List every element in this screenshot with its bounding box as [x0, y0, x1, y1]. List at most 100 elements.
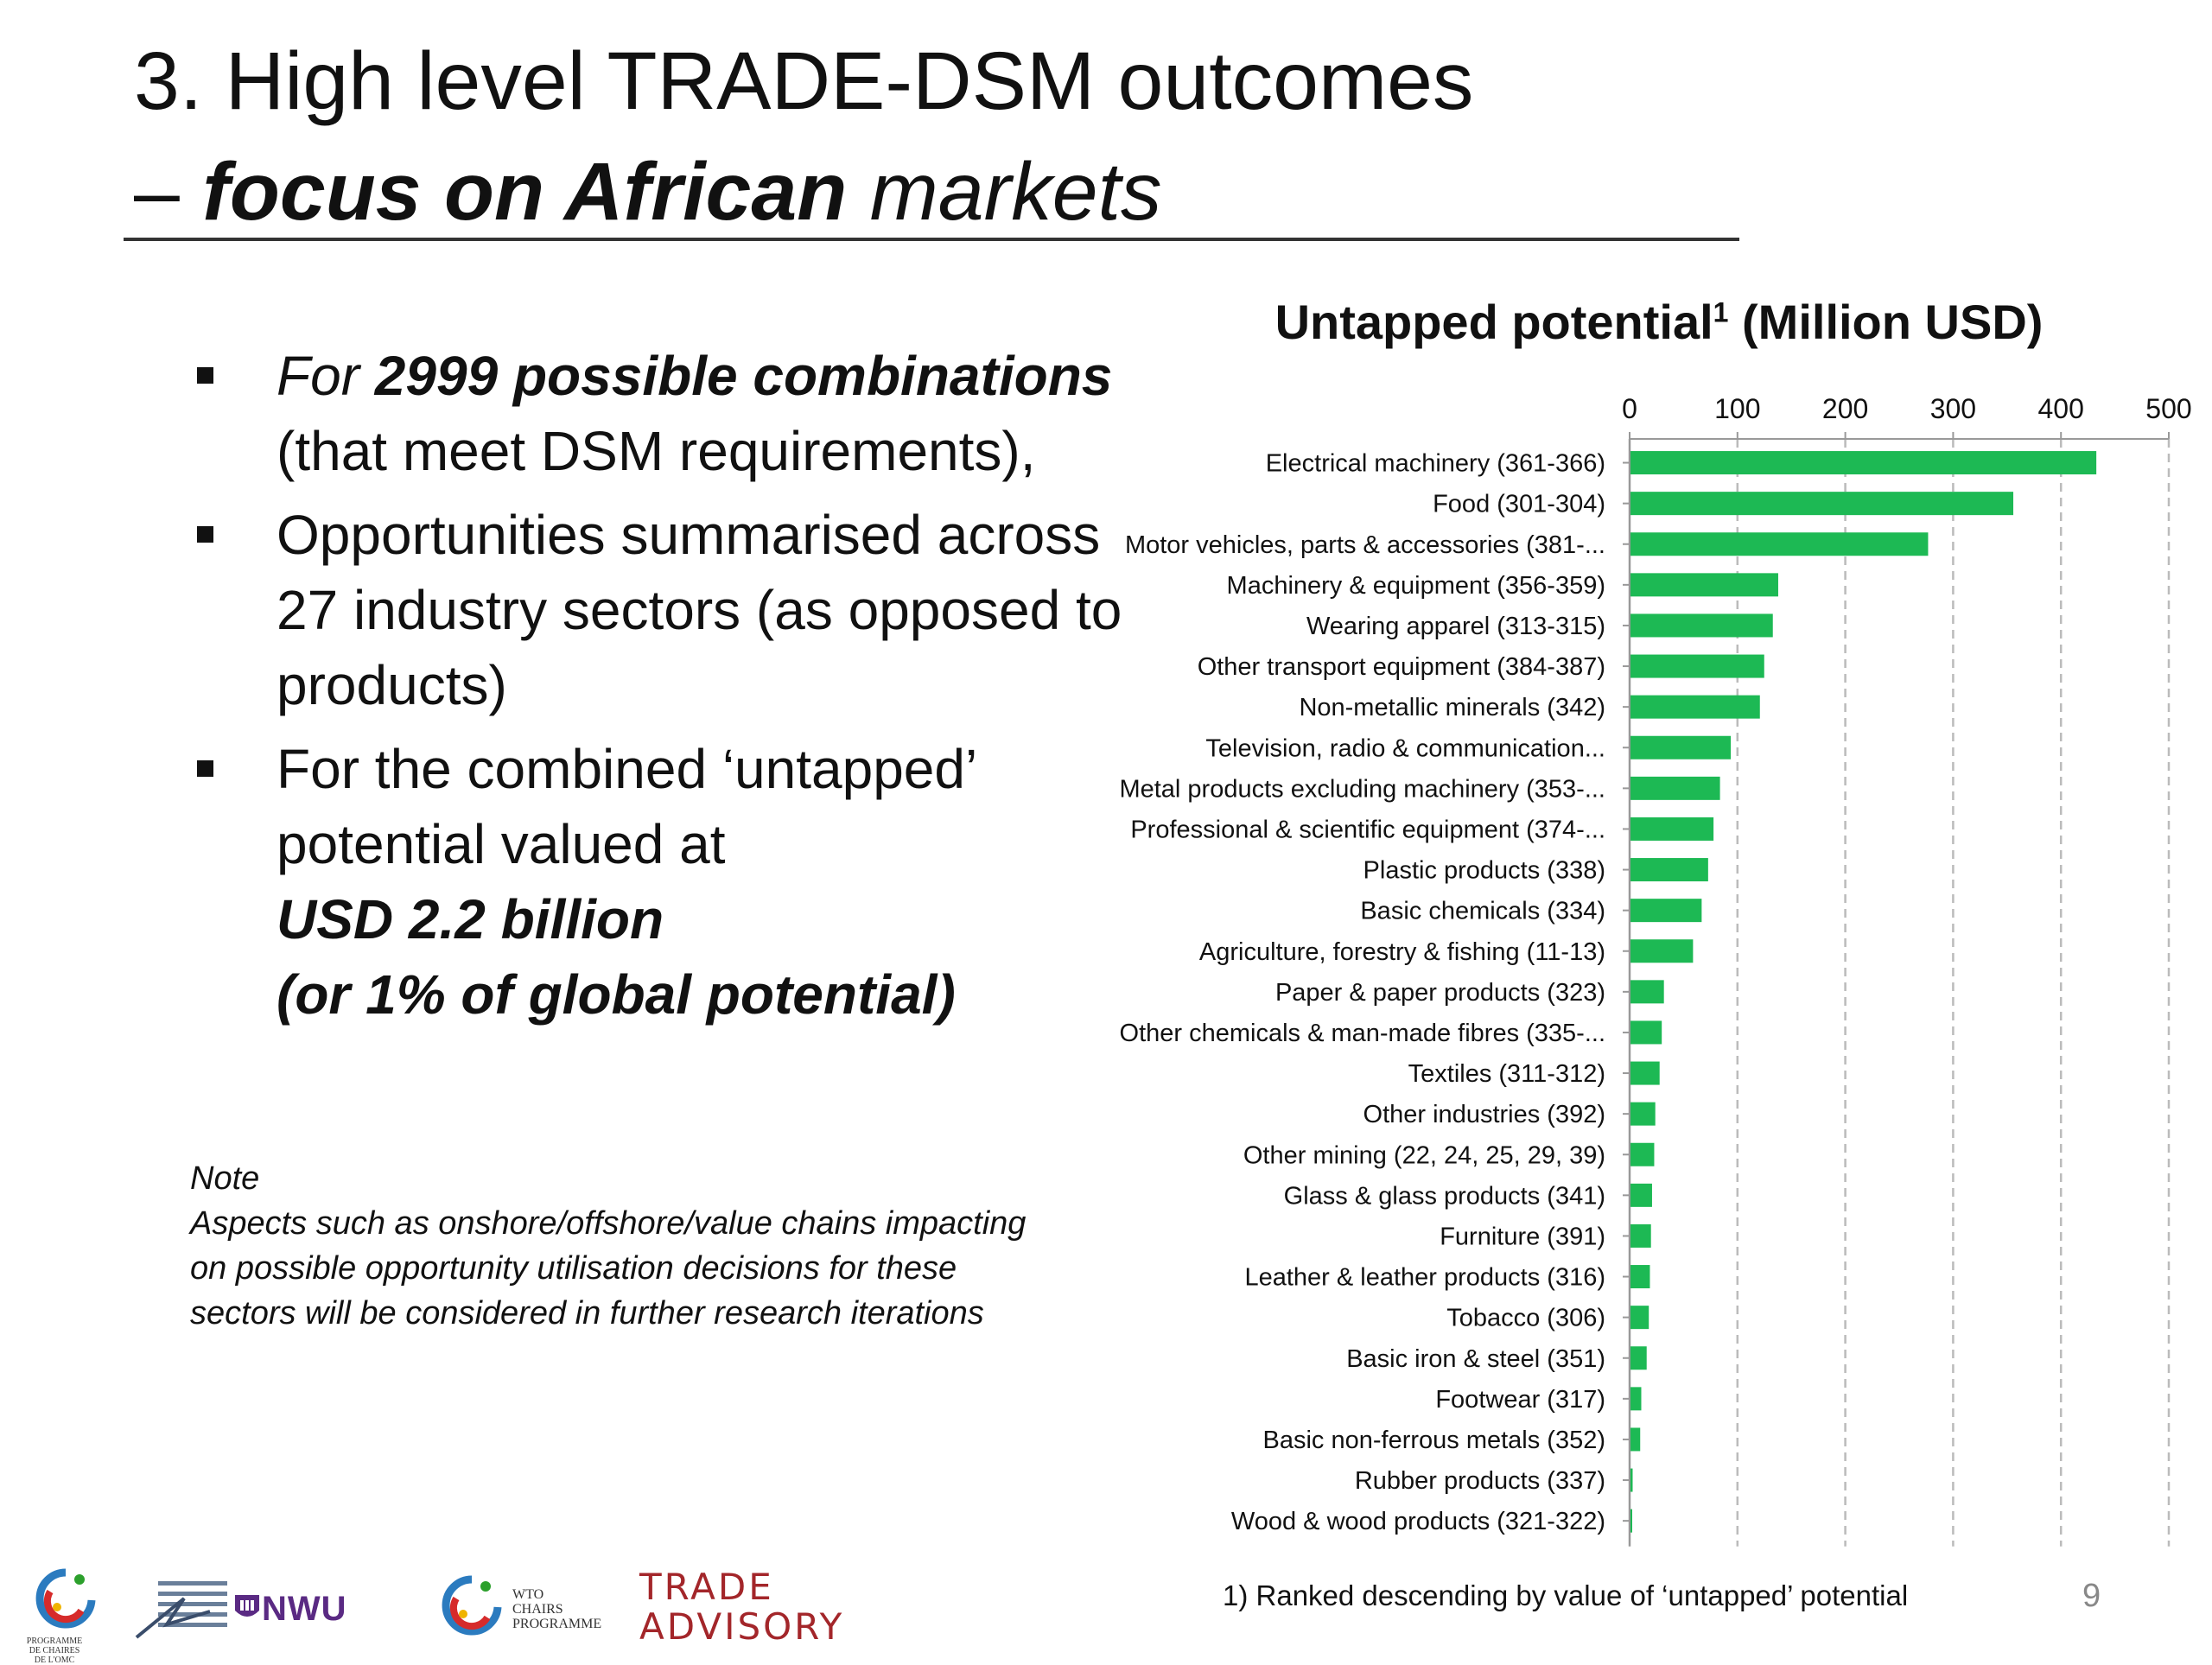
bullet-3-text: For the combined ‘untapped’ potential va…	[276, 738, 976, 875]
pcc-text-line: DE L'OMC	[34, 1655, 75, 1665]
bar	[1630, 735, 1732, 759]
category-label: Food (301-304)	[1433, 491, 1605, 518]
pcc-text-line: PROGRAMME	[26, 1636, 83, 1646]
bar	[1630, 1306, 1649, 1330]
bullet-1-emphasis: 2999 possible combinations	[374, 345, 1113, 407]
category-label: Other industries (392)	[1363, 1101, 1605, 1128]
bar	[1630, 899, 1702, 923]
bullet-2-text: Opportunities summarised across 27 indus…	[276, 504, 1122, 716]
bar	[1630, 654, 1764, 678]
trade-advisory-logo: TRADE ADVISORY	[639, 1567, 844, 1647]
x-tick-label: 100	[1714, 393, 1760, 424]
bar	[1630, 1183, 1652, 1207]
wto-text-line: WTO	[512, 1587, 544, 1602]
x-tick-label: 0	[1622, 393, 1637, 424]
trade-logo-word: TRADE	[639, 1566, 774, 1608]
category-label: Furniture (391)	[1440, 1223, 1605, 1250]
category-label: Tobacco (306)	[1446, 1305, 1605, 1332]
title-line-1: 3. High level TRADE-DSM outcomes	[134, 35, 1474, 127]
category-label: Textiles (311-312)	[1408, 1060, 1605, 1088]
x-tick-label: 200	[1822, 393, 1868, 424]
bar	[1630, 492, 2014, 516]
bar	[1630, 1265, 1650, 1289]
category-label: Non-metallic minerals (342)	[1299, 694, 1605, 721]
title-emphasis: focus on African	[202, 146, 848, 238]
bar	[1630, 1223, 1651, 1248]
bar	[1630, 1387, 1642, 1411]
category-label: Basic iron & steel (351)	[1346, 1345, 1605, 1373]
category-label: Footwear (317)	[1435, 1386, 1605, 1414]
bar	[1630, 1346, 1647, 1370]
note-text: Aspects such as onshore/offshore/value c…	[190, 1205, 1027, 1331]
bar	[1630, 1020, 1662, 1045]
bar	[1630, 858, 1708, 882]
category-label: Rubber products (337)	[1355, 1467, 1605, 1495]
category-label: Wood & wood products (321-322)	[1231, 1508, 1605, 1535]
title-dash: –	[134, 146, 203, 238]
page-number: 9	[2082, 1578, 2101, 1614]
wto-chairs-logo-icon	[442, 1575, 502, 1636]
bar	[1630, 695, 1760, 719]
university-logo-icon	[135, 1581, 227, 1639]
category-label: Other chemicals & man-made fibres (335-.…	[1120, 1020, 1605, 1047]
category-label: Glass & glass products (341)	[1284, 1182, 1605, 1210]
category-label: Basic chemicals (334)	[1360, 898, 1605, 925]
bullet-marker	[197, 367, 213, 384]
category-label: Paper & paper products (323)	[1275, 979, 1605, 1007]
category-label: Plastic products (338)	[1363, 857, 1605, 885]
category-label: Machinery & equipment (356-359)	[1227, 572, 1605, 600]
bullet-list: For 2999 possible combinations (that mee…	[190, 339, 1123, 1041]
slide-title: 3. High level TRADE-DSM outcomes – focus…	[134, 26, 1776, 247]
bullet-3-share: (or 1% of global potential)	[276, 963, 956, 1026]
title-rest: markets	[847, 146, 1162, 238]
bullet-1-rest: (that meet DSM requirements),	[276, 420, 1036, 482]
x-tick-label: 300	[1930, 393, 1976, 424]
note-heading: Note	[190, 1160, 260, 1197]
bullet-marker	[197, 760, 213, 777]
category-label: Professional & scientific equipment (374…	[1130, 816, 1605, 843]
category-label: Other mining (22, 24, 25, 29, 39)	[1243, 1141, 1605, 1169]
bar	[1630, 451, 2097, 475]
note-block: Note Aspects such as onshore/offshore/va…	[190, 1156, 1054, 1336]
bullet-marker	[197, 526, 213, 543]
chart-title-footnote-mark: 1	[1713, 296, 1729, 328]
category-label: Leather & leather products (316)	[1244, 1264, 1605, 1292]
category-label: Other transport equipment (384-387)	[1198, 653, 1605, 681]
pcc-logo-text: PROGRAMME DE CHAIRES DE L'OMC	[24, 1636, 85, 1665]
category-label: Agriculture, forestry & fishing (11-13)	[1199, 938, 1605, 966]
category-label: Television, radio & communication...	[1205, 734, 1605, 762]
bullet-item: Opportunities summarised across 27 indus…	[190, 498, 1123, 723]
bullet-3-value: USD 2.2 billion	[276, 888, 664, 950]
bullet-1-intro: For	[276, 345, 375, 407]
wto-text-line: PROGRAMME	[512, 1617, 602, 1631]
title-underline	[124, 238, 1739, 241]
logo-bar: PROGRAMME DE CHAIRES DE L'OMC NWU WTO CH…	[24, 1566, 854, 1665]
wto-text-line: CHAIRS	[512, 1602, 563, 1617]
pcc-logo-icon	[35, 1568, 96, 1629]
title-line-2: – focus on African markets	[134, 137, 1776, 247]
bar-chart: 0 100 200 300 400 500 Electrical machinery (36…	[1119, 393, 2192, 1547]
nwu-logo-text: NWU	[262, 1590, 347, 1628]
pcc-text-line: DE CHAIRES	[29, 1646, 80, 1655]
chart-title: Untapped potential1 (Million USD)	[1244, 294, 2074, 350]
bar	[1630, 613, 1773, 638]
footnote: 1) Ranked descending by value of ‘untapp…	[1223, 1579, 1909, 1611]
nwu-crest-icon	[235, 1595, 259, 1617]
category-label: Metal products excluding machinery (353-…	[1119, 775, 1605, 803]
wto-chairs-logo-text: WTO CHAIRS PROGRAMME	[512, 1587, 601, 1631]
bar	[1630, 1427, 1641, 1452]
bar	[1630, 1142, 1655, 1166]
bar	[1630, 776, 1720, 800]
bullet-item: For 2999 possible combinations (that mee…	[190, 339, 1123, 489]
bar	[1630, 1468, 1633, 1492]
category-label: Motor vehicles, parts & accessories (381…	[1125, 531, 1605, 559]
chart-title-unit: (Million USD)	[1728, 295, 2044, 349]
bar	[1630, 1061, 1660, 1085]
advisory-logo-word: ADVISORY	[639, 1605, 845, 1648]
chart-title-main: Untapped potential	[1274, 295, 1713, 349]
bar	[1630, 532, 1929, 556]
bar	[1630, 1102, 1656, 1126]
bar	[1630, 817, 1714, 841]
bullet-item: For the combined ‘untapped’ potential va…	[190, 732, 1123, 1033]
x-tick-label: 500	[2145, 393, 2191, 424]
